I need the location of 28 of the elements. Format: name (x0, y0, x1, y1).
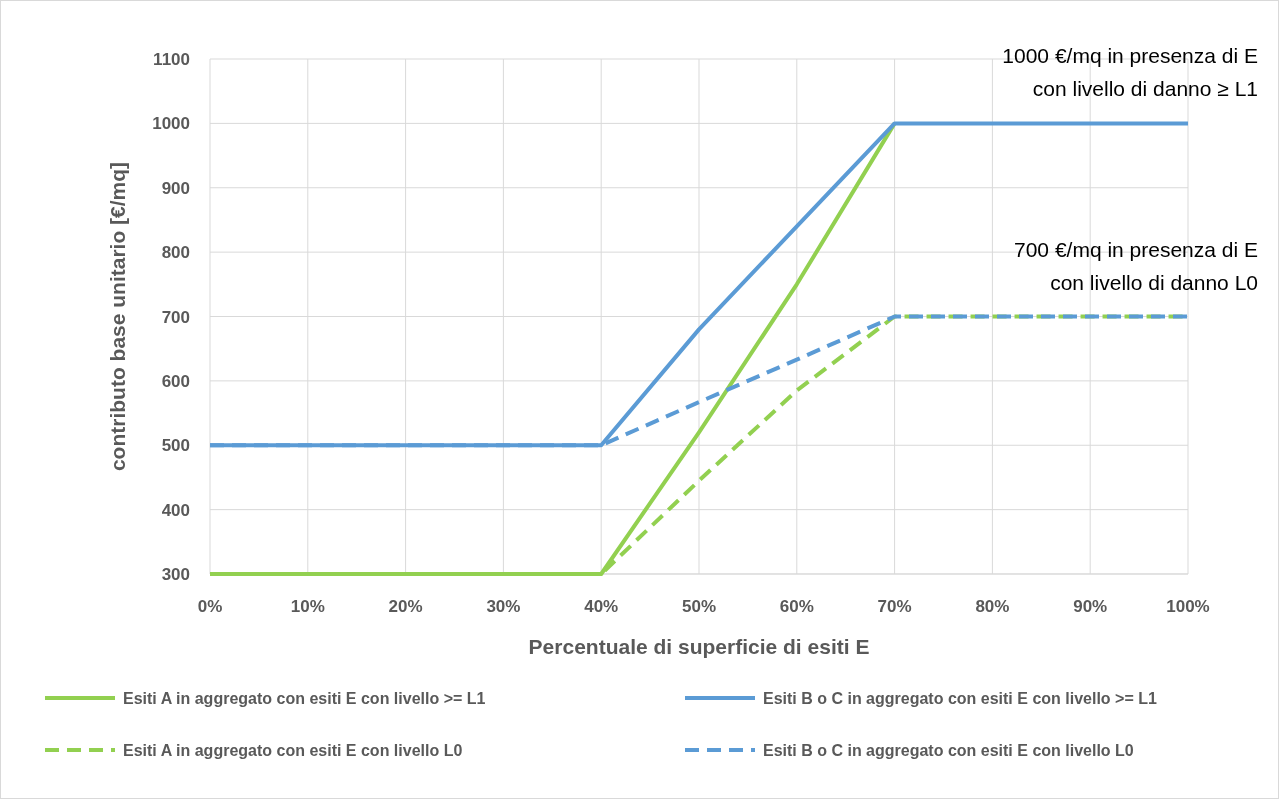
x-tick-label: 30% (486, 597, 521, 616)
y-tick-label: 1000 (152, 114, 190, 134)
y-tick-label: 700 (161, 307, 190, 327)
x-tick-label: 40% (584, 597, 619, 616)
y-tick-label: 500 (161, 436, 190, 456)
x-tick-label: 100% (1166, 597, 1210, 616)
y-tick-label: 1100 (153, 50, 190, 69)
y-tick-label: 600 (161, 371, 190, 391)
legend-label: Esiti B o C in aggregato con esiti E con livello L0 (763, 742, 1134, 759)
x-tick-label: 60% (779, 597, 814, 616)
legend-label: Esiti A in aggregato con esiti E con livello L0 (123, 742, 463, 759)
legend-label: Esiti A in aggregato con esiti E con livello >= L1 (123, 690, 486, 707)
x-tick-label: 50% (681, 597, 717, 616)
x-tick-label: 80% (975, 597, 1010, 616)
legend-label: Esiti B o C in aggregato con esiti E con livello >= L1 (763, 690, 1157, 707)
annotation: 700 €/mq in presenza di E con livello di danno L0 (1014, 237, 1258, 294)
x-tick-label: 90% (1073, 597, 1108, 616)
x-axis-title: Percentuale di superficie di esiti E (528, 635, 870, 658)
x-tick-label: 10% (290, 597, 325, 616)
x-tick-label: 70% (877, 597, 912, 616)
y-tick-label: 300 (161, 565, 190, 584)
y-tick-label: 800 (161, 243, 190, 263)
x-tick-label: 20% (388, 597, 423, 616)
annotation: 1000 €/mq in presenza di E con livello di danno ≥ L1 (1002, 44, 1258, 101)
y-tick-label: 400 (161, 500, 190, 520)
x-tick-label: 0% (197, 597, 223, 616)
y-tick-label: 900 (161, 178, 190, 198)
y-axis-title: contributo base unitario [€/mq] (106, 161, 129, 472)
